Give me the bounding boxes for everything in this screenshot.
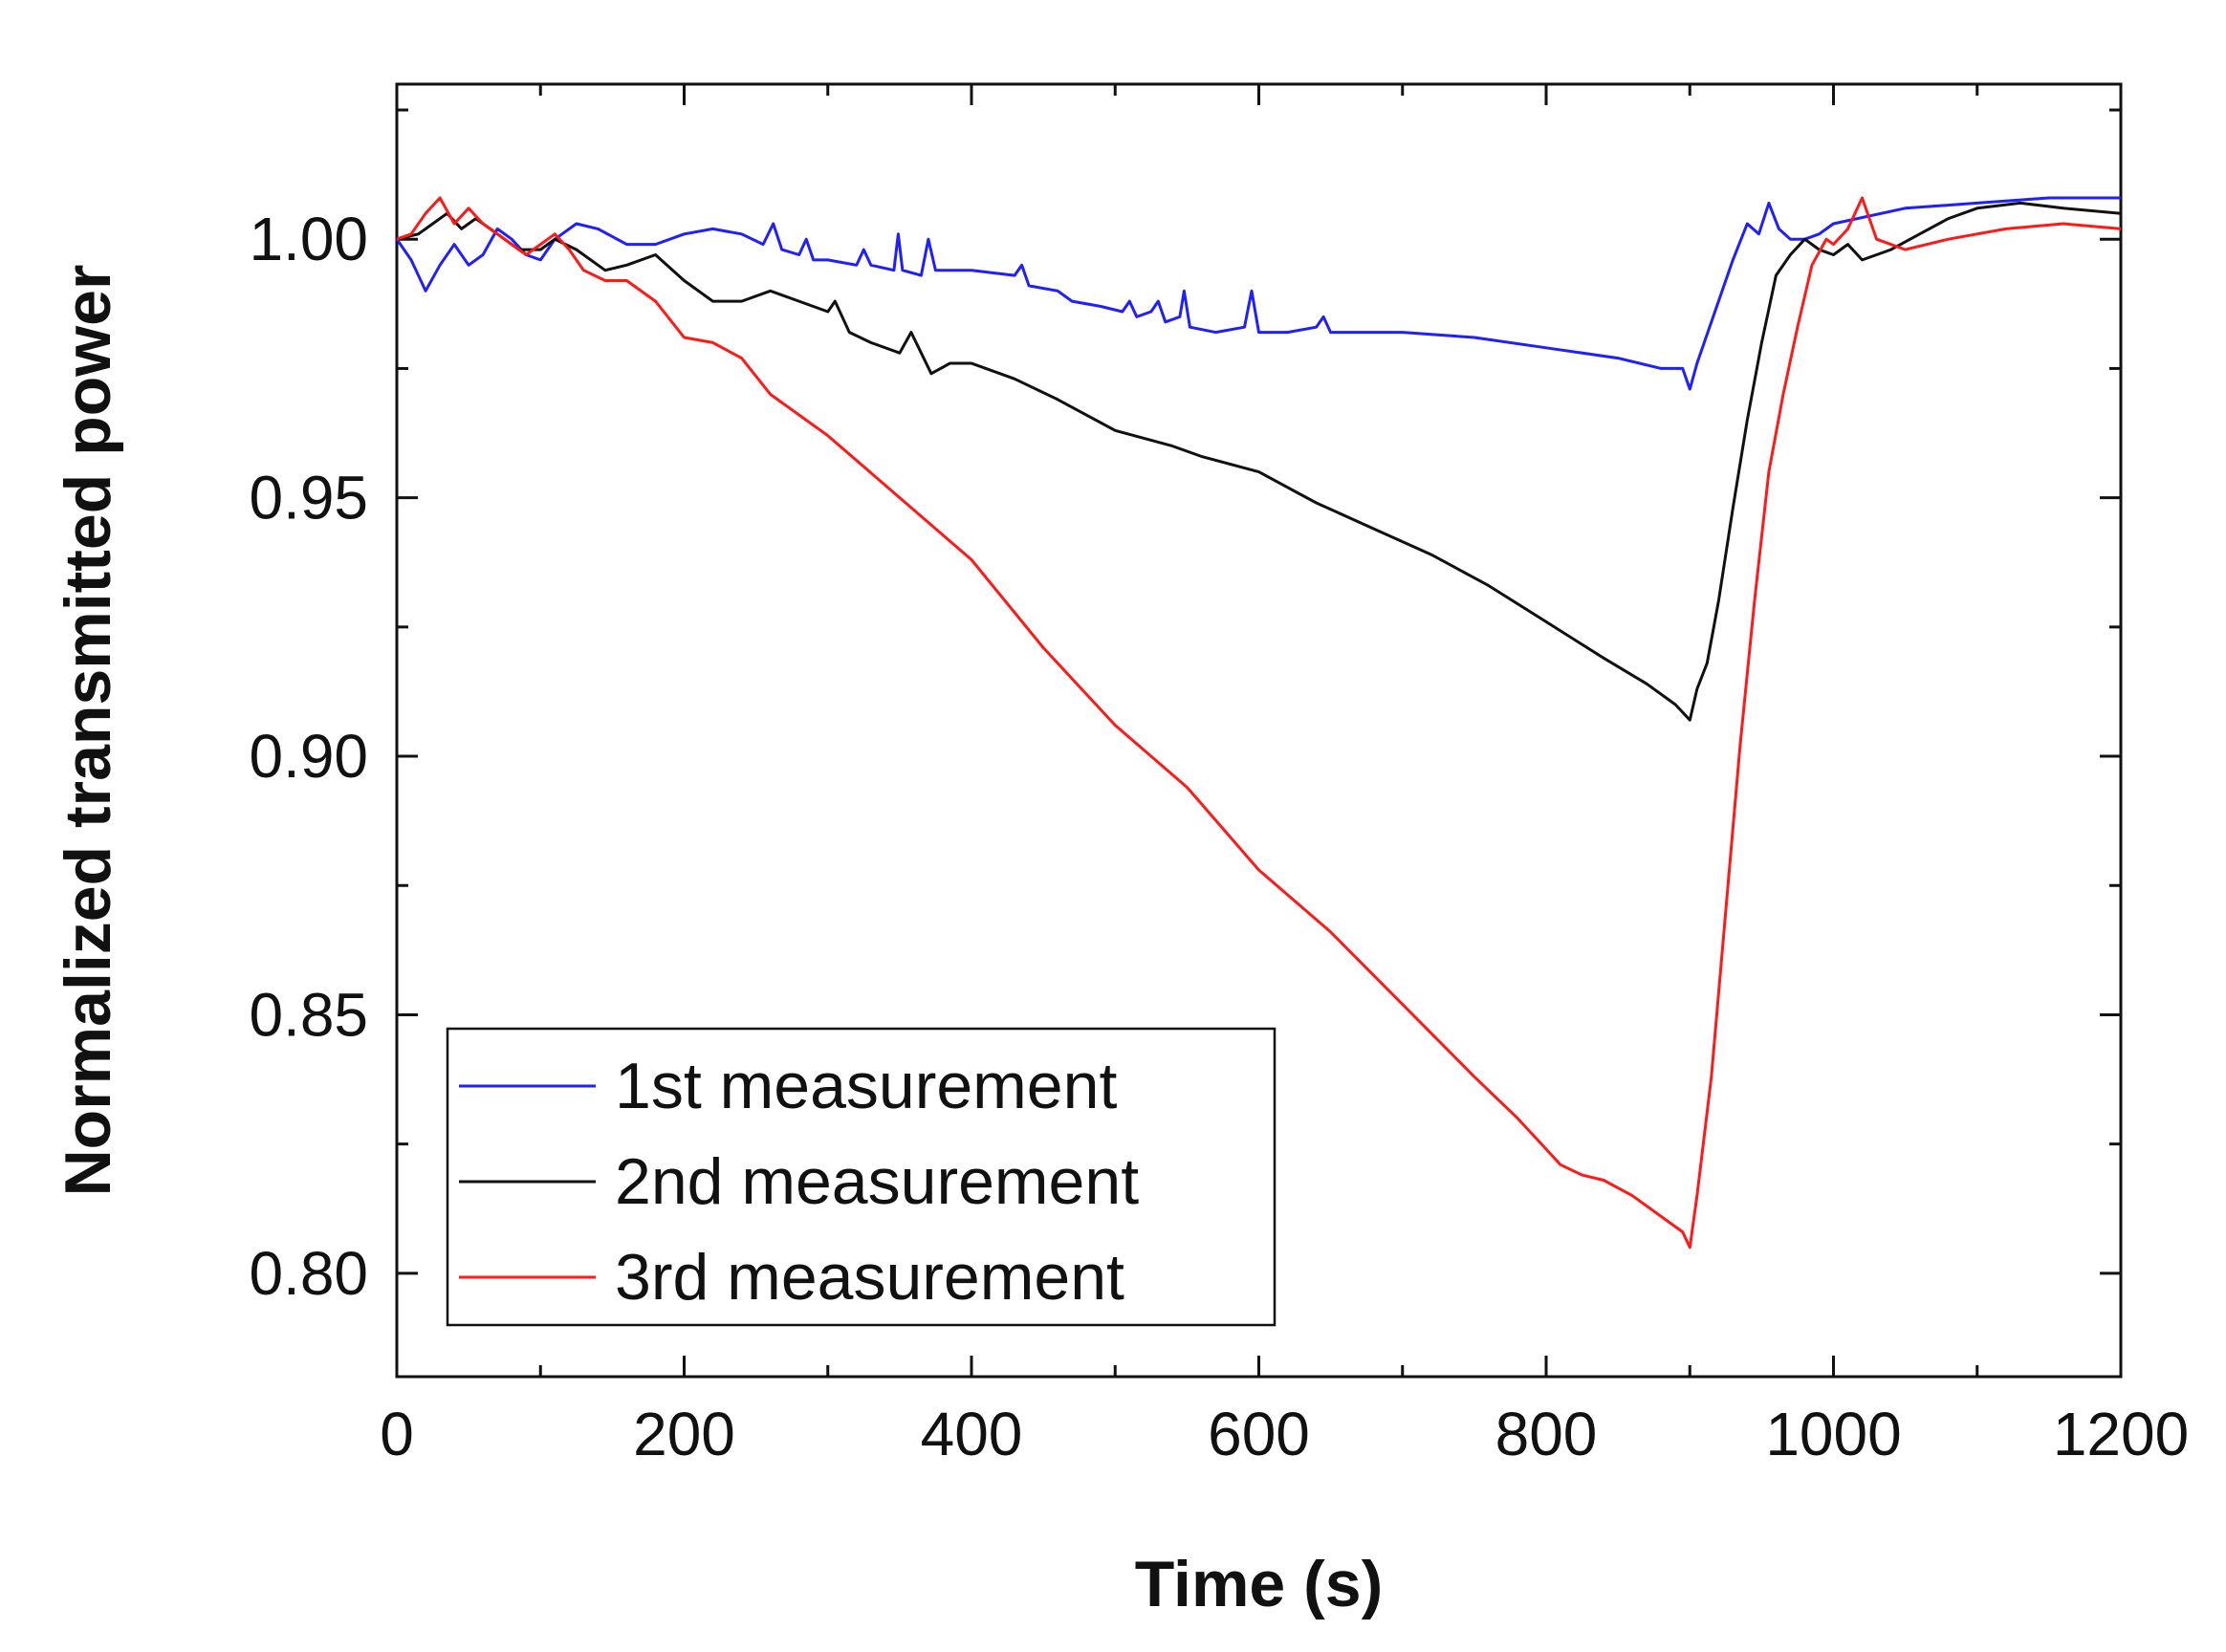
legend-label-2: 2nd measurement bbox=[615, 1145, 1139, 1218]
legend-label-1: 1st measurement bbox=[615, 1050, 1117, 1122]
y-tick-label: 0.85 bbox=[249, 980, 368, 1049]
y-tick-label: 0.80 bbox=[249, 1239, 368, 1308]
x-tick-label: 0 bbox=[380, 1400, 414, 1468]
x-tick-label: 1000 bbox=[1765, 1400, 1901, 1468]
x-tick-label: 1200 bbox=[2053, 1400, 2189, 1468]
series-line-2 bbox=[396, 201, 2122, 722]
x-tick-label: 600 bbox=[1208, 1400, 1310, 1468]
y-tick-label: 0.95 bbox=[249, 464, 368, 533]
x-tick-label: 200 bbox=[633, 1400, 735, 1468]
x-tick-label: 400 bbox=[921, 1400, 1023, 1468]
legend-box bbox=[446, 1027, 1277, 1327]
legend-label-3: 3rd measurement bbox=[615, 1241, 1124, 1314]
y-axis-title: Normalized transmitted power bbox=[52, 265, 124, 1197]
series-line-1 bbox=[395, 196, 2121, 391]
series-lines bbox=[395, 196, 2122, 1250]
y-tick-label: 0.90 bbox=[249, 722, 368, 791]
x-tick-label: 800 bbox=[1495, 1400, 1598, 1468]
x-axis-title: Time (s) bbox=[1135, 1548, 1383, 1620]
y-tick-label: 1.00 bbox=[249, 205, 368, 273]
series-line-3 bbox=[396, 196, 2122, 1250]
legend: 1st measurement 2nd measurement 3rd measur… bbox=[446, 1027, 1277, 1327]
plot-axes: 0 200 400 600 800 1000 1200 0.80 0.85 0.90 0.95 1.0… bbox=[249, 82, 2189, 1468]
